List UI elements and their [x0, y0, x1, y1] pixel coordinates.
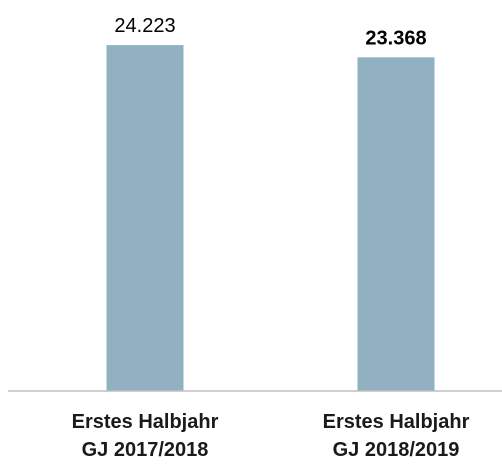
x-tick-label: Erstes Halbjahr GJ 2018/2019	[322, 411, 470, 461]
value-label: 24.223	[114, 15, 175, 37]
bar	[106, 45, 184, 392]
value-label: 23.368	[365, 27, 426, 49]
bar	[357, 57, 435, 391]
x-tick-label: Erstes Halbjahr GJ 2017/2018	[71, 411, 219, 461]
